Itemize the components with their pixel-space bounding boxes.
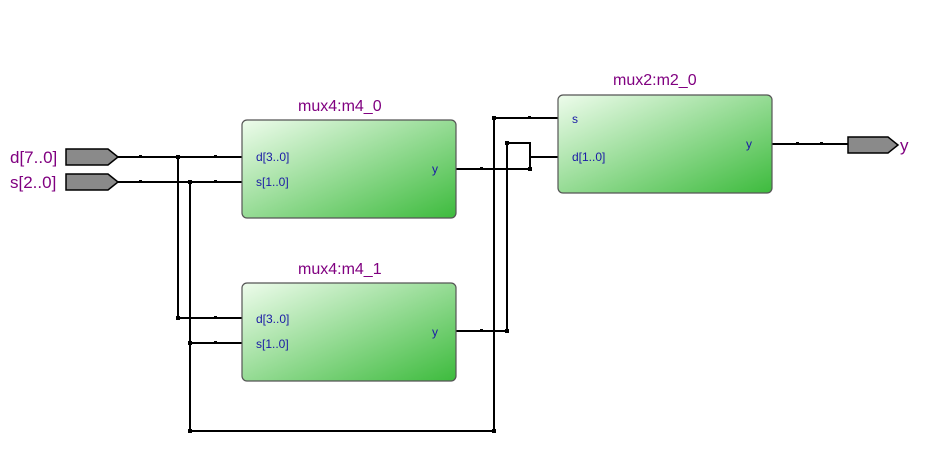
output-pin-y[interactable]: y <box>847 136 909 155</box>
junction-dots <box>139 116 823 433</box>
input-pin-d[interactable]: d[7..0] <box>10 148 120 167</box>
port-d-label: d[3..0] <box>256 312 289 326</box>
wire-m4-1-y <box>456 143 508 332</box>
block-title: mux4:m4_1 <box>298 261 382 278</box>
input-pin-s-label: s[2..0] <box>10 173 56 192</box>
port-s-label: s[1..0] <box>256 337 289 351</box>
port-y-label: y <box>432 325 438 339</box>
port-d-label: d[1..0] <box>572 150 605 164</box>
port-s-label: s[1..0] <box>256 175 289 189</box>
input-pin-s[interactable]: s[2..0] <box>10 173 120 192</box>
block-mux4-m4-1[interactable]: mux4:m4_1 d[3..0] s[1..0] y <box>241 261 457 382</box>
block-mux2-m2-0[interactable]: mux2:m2_0 s d[1..0] y <box>557 72 773 194</box>
port-y-label: y <box>746 137 752 151</box>
port-y-label: y <box>432 162 438 176</box>
block-title: mux4:m4_0 <box>298 98 382 115</box>
block-title: mux2:m2_0 <box>613 72 697 89</box>
output-pin-y-label: y <box>900 136 909 155</box>
port-s-label: s <box>572 112 578 126</box>
block-mux4-m4-0[interactable]: mux4:m4_0 d[3..0] s[1..0] y <box>241 98 457 219</box>
input-pin-d-label: d[7..0] <box>10 148 57 167</box>
port-d-label: d[3..0] <box>256 150 289 164</box>
